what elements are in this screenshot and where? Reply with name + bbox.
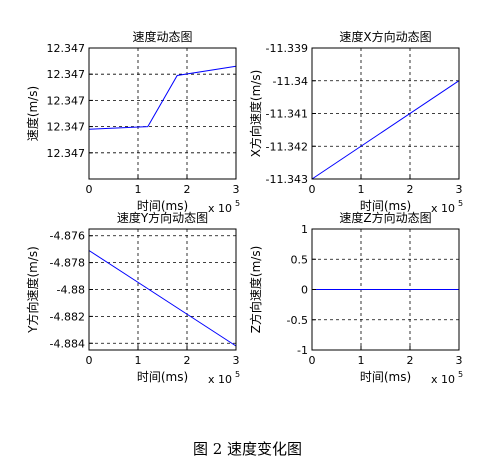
x-tick-label: 0 — [86, 354, 93, 367]
y-tick-label: -1 — [297, 344, 308, 357]
y-tick-label: 12.347 — [47, 94, 86, 107]
x-tick-label: 1 — [358, 183, 365, 196]
y-tick-label: 0 — [301, 284, 308, 297]
y-axis-label: Z方向速度(m/s) — [248, 246, 263, 334]
chart-title: 速度动态图 — [132, 29, 192, 44]
y-tick-label: -0.5 — [287, 314, 308, 327]
chart-title: 速度Y方向动态图 — [117, 210, 208, 225]
y-tick-label: -4.884 — [50, 337, 85, 350]
x-multiplier: x 10 — [431, 373, 455, 386]
x-tick-label: 2 — [407, 354, 414, 367]
y-axis-label: 速度(m/s) — [25, 86, 40, 141]
y-axis-label: Y方向速度(m/s) — [25, 246, 40, 334]
x-multiplier: x 10 — [208, 373, 232, 386]
chart-1: 0 1 2 3 12.347 12.347 12.347 12.347 12.347 速度动态图时… — [25, 29, 240, 215]
x-tick-label: 3 — [456, 354, 463, 367]
x-tick-label: 2 — [184, 183, 191, 196]
series-line — [311, 80, 460, 180]
x-exponent: 5 — [235, 370, 240, 379]
x-axis-label: 时间(ms) — [137, 370, 188, 384]
y-axis-label: X方向速度(m/s) — [248, 70, 263, 158]
y-tick-label: -11.343 — [266, 173, 308, 186]
y-tick-label: 12.347 — [47, 147, 86, 160]
x-tick-label: 0 — [309, 183, 316, 196]
chart-title: 速度X方向动态图 — [339, 29, 431, 44]
x-tick-label: 3 — [456, 183, 463, 196]
x-tick-label: 1 — [358, 354, 365, 367]
y-tick-label: -11.342 — [266, 140, 308, 153]
y-tick-label: 0.5 — [291, 253, 309, 266]
x-tick-label: 2 — [407, 183, 414, 196]
x-tick-label: 3 — [233, 183, 240, 196]
chart-3: 0 1 2 3 -4.884 -4.882 -4.88 -4.878 -4.876 速度Y方向动态… — [25, 210, 240, 386]
y-tick-label: -11.339 — [266, 42, 308, 55]
plot-area — [89, 48, 236, 179]
x-exponent: 5 — [458, 199, 463, 208]
x-tick-label: 3 — [233, 354, 240, 367]
x-tick-label: 0 — [309, 354, 316, 367]
y-tick-label: -4.876 — [50, 230, 85, 243]
y-tick-label: 12.347 — [47, 42, 86, 55]
x-multiplier: x 10 — [208, 202, 232, 215]
y-tick-label: 1 — [301, 223, 308, 236]
y-tick-label: 12.347 — [47, 121, 86, 134]
series-line — [88, 250, 237, 347]
y-tick-label: -11.34 — [273, 75, 308, 88]
y-tick-label: -11.341 — [266, 108, 308, 121]
y-tick-label: -4.878 — [50, 257, 85, 270]
x-tick-label: 1 — [135, 354, 142, 367]
x-tick-label: 0 — [86, 183, 93, 196]
y-tick-label: -4.882 — [50, 310, 85, 323]
y-tick-label: 12.347 — [47, 68, 86, 81]
figure-caption: 图 2 速度变化图 — [192, 440, 303, 458]
x-tick-label: 2 — [184, 354, 191, 367]
y-tick-label: -4.88 — [57, 284, 85, 297]
chart-title: 速度Z方向动态图 — [339, 210, 431, 225]
x-exponent: 5 — [458, 370, 463, 379]
x-multiplier: x 10 — [431, 202, 455, 215]
x-axis-label: 时间(ms) — [360, 370, 411, 384]
x-exponent: 5 — [235, 199, 240, 208]
x-axis-label: 时间(ms) — [360, 199, 411, 213]
chart-2: 0 1 2 3 -11.343 -11.342 -11.341 -11.34 -11.339 速度… — [248, 29, 463, 215]
x-tick-label: 1 — [135, 183, 142, 196]
x-axis-label: 时间(ms) — [137, 199, 188, 213]
series-line — [88, 65, 237, 130]
axes-frame — [88, 47, 237, 180]
